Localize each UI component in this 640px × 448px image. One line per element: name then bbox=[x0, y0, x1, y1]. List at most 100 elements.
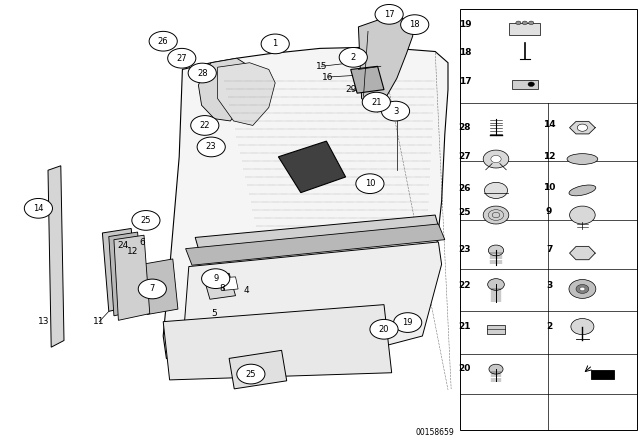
Circle shape bbox=[138, 279, 166, 299]
Text: 15: 15 bbox=[316, 62, 327, 71]
Text: 10: 10 bbox=[543, 183, 556, 192]
Text: 18: 18 bbox=[410, 20, 420, 29]
Text: 23: 23 bbox=[206, 142, 216, 151]
Circle shape bbox=[168, 48, 196, 68]
Text: 28: 28 bbox=[458, 123, 471, 132]
Text: 14: 14 bbox=[33, 204, 44, 213]
Circle shape bbox=[191, 116, 219, 135]
Text: 25: 25 bbox=[458, 208, 471, 217]
Text: 29: 29 bbox=[345, 85, 356, 94]
Circle shape bbox=[529, 21, 534, 25]
Text: 8: 8 bbox=[220, 284, 225, 293]
Bar bbox=[487, 325, 505, 334]
Polygon shape bbox=[218, 63, 275, 125]
Circle shape bbox=[571, 319, 594, 335]
Polygon shape bbox=[278, 141, 346, 193]
Text: 3: 3 bbox=[546, 281, 552, 290]
Circle shape bbox=[381, 101, 410, 121]
Circle shape bbox=[488, 279, 504, 290]
Text: 19: 19 bbox=[459, 20, 472, 29]
Text: 19: 19 bbox=[403, 318, 413, 327]
Circle shape bbox=[580, 287, 585, 291]
Polygon shape bbox=[182, 242, 442, 363]
Text: 23: 23 bbox=[458, 246, 471, 254]
Text: 11: 11 bbox=[93, 317, 105, 326]
Circle shape bbox=[528, 82, 534, 86]
Circle shape bbox=[197, 137, 225, 157]
Polygon shape bbox=[358, 16, 413, 112]
Text: 5: 5 bbox=[212, 309, 217, 318]
Circle shape bbox=[375, 4, 403, 24]
Text: 9: 9 bbox=[546, 207, 552, 216]
Text: 24: 24 bbox=[117, 241, 129, 250]
Circle shape bbox=[483, 150, 509, 168]
Circle shape bbox=[202, 269, 230, 289]
Circle shape bbox=[237, 364, 265, 384]
Polygon shape bbox=[570, 121, 595, 134]
Circle shape bbox=[188, 63, 216, 83]
Text: 14: 14 bbox=[543, 120, 556, 129]
Circle shape bbox=[516, 21, 521, 25]
Circle shape bbox=[488, 245, 504, 256]
Ellipse shape bbox=[567, 154, 598, 164]
Text: 17: 17 bbox=[384, 10, 394, 19]
Circle shape bbox=[370, 319, 398, 339]
Polygon shape bbox=[142, 259, 178, 314]
Text: 27: 27 bbox=[458, 152, 471, 161]
Text: 26: 26 bbox=[158, 37, 168, 46]
Text: 3: 3 bbox=[393, 107, 398, 116]
Text: 27: 27 bbox=[177, 54, 187, 63]
Text: 22: 22 bbox=[458, 281, 471, 290]
Circle shape bbox=[24, 198, 52, 218]
Circle shape bbox=[362, 92, 390, 112]
Text: 20: 20 bbox=[379, 325, 389, 334]
Circle shape bbox=[483, 206, 509, 224]
Circle shape bbox=[489, 364, 503, 374]
Bar bbox=[460, 9, 637, 430]
Polygon shape bbox=[351, 66, 384, 93]
Text: 12: 12 bbox=[543, 152, 556, 161]
Text: 2: 2 bbox=[351, 53, 356, 62]
Text: 28: 28 bbox=[197, 69, 207, 78]
Circle shape bbox=[522, 21, 527, 25]
Text: 1: 1 bbox=[273, 39, 278, 48]
Polygon shape bbox=[204, 273, 236, 299]
Polygon shape bbox=[114, 235, 150, 320]
Text: 25: 25 bbox=[246, 370, 256, 379]
Bar bbox=[512, 80, 538, 89]
Circle shape bbox=[484, 182, 508, 198]
Circle shape bbox=[132, 211, 160, 230]
Polygon shape bbox=[570, 246, 595, 260]
Polygon shape bbox=[163, 305, 392, 380]
Text: 9: 9 bbox=[213, 274, 218, 283]
Text: 21: 21 bbox=[371, 98, 381, 107]
Circle shape bbox=[401, 15, 429, 34]
Text: 6: 6 bbox=[140, 238, 145, 247]
Polygon shape bbox=[229, 350, 287, 389]
Text: 4: 4 bbox=[244, 286, 249, 295]
Polygon shape bbox=[198, 58, 253, 121]
Circle shape bbox=[394, 313, 422, 332]
Polygon shape bbox=[186, 224, 445, 265]
Polygon shape bbox=[163, 47, 448, 367]
Text: 26: 26 bbox=[458, 184, 471, 193]
Circle shape bbox=[356, 174, 384, 194]
Text: 20: 20 bbox=[458, 364, 471, 373]
Text: 21: 21 bbox=[458, 322, 471, 331]
Text: 12: 12 bbox=[127, 247, 139, 256]
Text: 22: 22 bbox=[200, 121, 210, 130]
Circle shape bbox=[491, 155, 501, 163]
Circle shape bbox=[576, 284, 589, 293]
Text: 7: 7 bbox=[546, 246, 552, 254]
Ellipse shape bbox=[569, 185, 596, 196]
Circle shape bbox=[339, 47, 367, 67]
Circle shape bbox=[570, 206, 595, 224]
Circle shape bbox=[149, 31, 177, 51]
Text: 25: 25 bbox=[141, 216, 151, 225]
Text: 7: 7 bbox=[150, 284, 155, 293]
Circle shape bbox=[261, 34, 289, 54]
Text: 13: 13 bbox=[38, 317, 49, 326]
Text: 2: 2 bbox=[546, 322, 552, 331]
Polygon shape bbox=[109, 232, 144, 316]
Polygon shape bbox=[195, 215, 442, 260]
